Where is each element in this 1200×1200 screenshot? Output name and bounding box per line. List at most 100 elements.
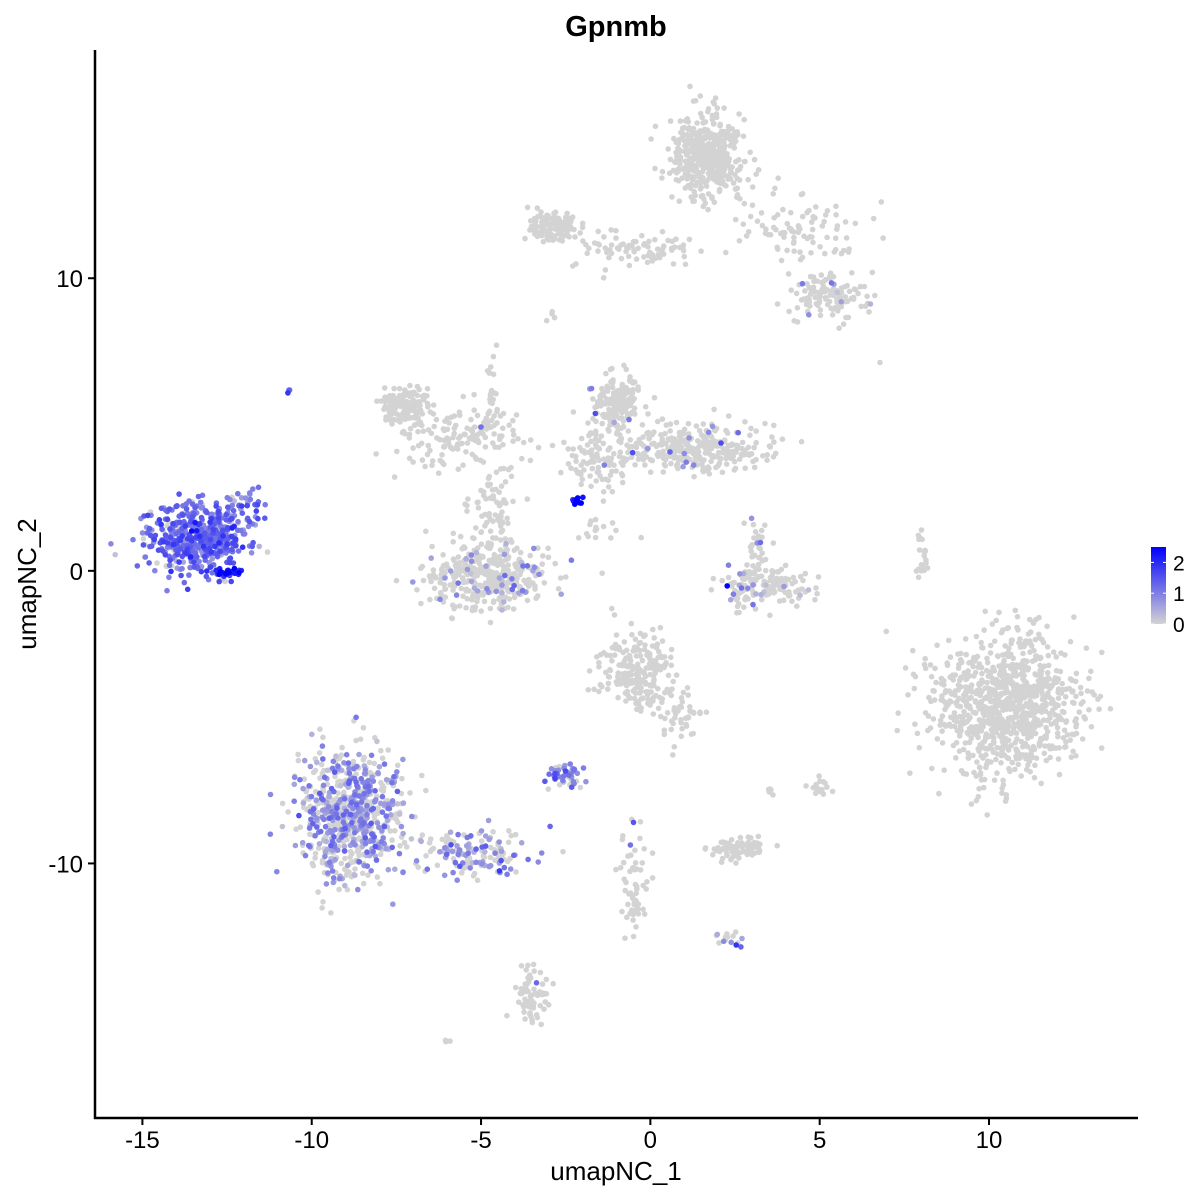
- cell-point: [736, 157, 742, 163]
- cell-point: [490, 353, 497, 360]
- cell-point: [538, 1021, 544, 1028]
- cell-point: [991, 735, 997, 741]
- cell-point: [797, 573, 804, 580]
- cell-point: [599, 420, 605, 427]
- cell-point: [976, 764, 983, 770]
- cell-point: [697, 454, 703, 460]
- cell-point: [578, 481, 584, 488]
- cell-point: [668, 692, 675, 699]
- cell-point: [565, 461, 572, 467]
- cell-point: [717, 456, 724, 463]
- cell-point: [667, 453, 673, 459]
- cell-point: [976, 785, 982, 792]
- cell-point: [319, 743, 326, 749]
- cell-point: [720, 938, 727, 945]
- cell-point: [474, 877, 481, 884]
- cell-point: [807, 234, 813, 240]
- cell-point: [816, 773, 822, 779]
- cell-point: [774, 212, 781, 218]
- cell-point: [500, 425, 506, 432]
- cell-point: [671, 451, 677, 457]
- cell-point: [958, 684, 964, 690]
- cell-point: [539, 219, 545, 226]
- cell-point: [1072, 678, 1079, 685]
- cell-point: [513, 412, 520, 418]
- cell-point: [720, 839, 727, 845]
- cell-point: [709, 132, 716, 138]
- cell-point: [758, 573, 765, 579]
- cell-point: [695, 134, 702, 140]
- cell-point: [247, 496, 254, 503]
- cell-point: [525, 975, 531, 981]
- cell-point: [697, 709, 703, 715]
- cell-point: [609, 520, 616, 526]
- cell-point: [983, 764, 989, 771]
- cell-point: [490, 535, 496, 541]
- cell-point: [491, 413, 497, 419]
- cell-point: [1063, 739, 1069, 745]
- cell-point: [478, 608, 485, 614]
- cell-point: [441, 872, 448, 879]
- cell-point: [434, 862, 441, 869]
- cell-point: [678, 720, 684, 726]
- cell-point: [770, 582, 777, 588]
- cell-point: [627, 657, 633, 663]
- cell-point: [525, 962, 531, 969]
- cell-point: [1016, 719, 1022, 725]
- cell-point: [530, 580, 536, 586]
- cell-point: [347, 854, 354, 860]
- cell-point: [973, 633, 980, 640]
- cell-point: [715, 150, 722, 156]
- cell-point: [527, 457, 534, 464]
- cell-point: [399, 775, 405, 782]
- cell-point: [1013, 662, 1020, 668]
- cell-point: [694, 120, 700, 126]
- cell-point: [534, 233, 541, 240]
- cell-point: [810, 284, 817, 291]
- cell-point: [716, 449, 722, 456]
- cell-point: [785, 593, 792, 599]
- cell-point: [960, 692, 967, 698]
- cell-point: [662, 463, 669, 469]
- cell-point: [970, 752, 976, 759]
- cell-point: [997, 692, 1004, 699]
- cell-point: [644, 259, 651, 266]
- cell-point: [620, 418, 627, 424]
- cell-point: [558, 591, 564, 597]
- cell-point: [540, 991, 546, 997]
- cell-point: [867, 301, 874, 307]
- cell-point: [484, 586, 490, 592]
- cell-point: [567, 761, 573, 767]
- cell-point: [555, 227, 562, 234]
- cell-point: [980, 784, 987, 791]
- cell-point: [614, 429, 621, 435]
- cell-point: [545, 786, 552, 792]
- cell-point: [460, 593, 466, 599]
- cell-point: [1062, 744, 1069, 750]
- cell-point: [607, 472, 614, 479]
- cell-point: [691, 473, 697, 480]
- cell-point: [827, 273, 833, 280]
- cell-point: [381, 801, 388, 807]
- cell-point: [1073, 724, 1079, 730]
- cell-point: [623, 698, 629, 704]
- cell-point: [536, 571, 542, 578]
- cell-point: [437, 579, 444, 586]
- cell-point: [604, 249, 610, 256]
- cell-point: [609, 384, 616, 391]
- cell-point: [627, 411, 633, 418]
- cell-point: [442, 570, 448, 576]
- cell-point: [487, 862, 494, 869]
- cell-point: [644, 445, 651, 452]
- cell-point: [779, 229, 786, 236]
- cell-point: [788, 209, 794, 216]
- cell-point: [530, 1005, 537, 1011]
- cell-point: [749, 845, 755, 851]
- points-layer: [108, 83, 1114, 1045]
- cell-point: [1005, 695, 1011, 702]
- cell-point: [748, 515, 755, 522]
- cell-point: [391, 385, 397, 392]
- cell-point: [501, 564, 508, 571]
- cell-point: [1005, 755, 1012, 762]
- cell-point: [781, 234, 787, 240]
